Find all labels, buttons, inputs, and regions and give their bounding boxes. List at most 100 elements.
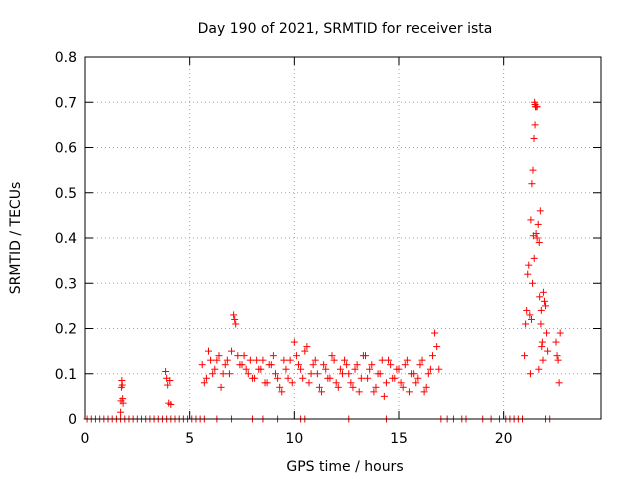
data-point-marker: [202, 374, 210, 382]
data-point-marker: [328, 352, 336, 360]
data-point-marker: [215, 352, 223, 360]
grid-lines: [85, 57, 601, 419]
data-point-marker: [219, 370, 227, 378]
data-point-marker: [284, 374, 292, 382]
y-tick-label: 0.5: [55, 186, 77, 202]
data-point-marker: [211, 365, 219, 373]
data-point-marker: [522, 320, 530, 328]
data-point-marker: [378, 356, 386, 364]
data-point-marker: [228, 347, 236, 355]
data-point-marker: [118, 381, 126, 389]
data-point-marker: [282, 365, 290, 373]
data-point-marker: [553, 352, 561, 360]
data-point-marker: [533, 234, 541, 242]
data-point-marker: [397, 379, 405, 387]
data-point-marker: [230, 311, 238, 319]
data-point-marker: [313, 370, 321, 378]
data-point-marker: [231, 315, 239, 323]
data-point-marker: [364, 374, 372, 382]
data-point-marker: [530, 254, 538, 262]
data-point-marker: [280, 356, 288, 364]
data-point-marker: [336, 365, 344, 373]
data-point-marker: [297, 365, 305, 373]
data-point-marker: [422, 383, 430, 391]
y-tick-label: 0.7: [55, 95, 77, 111]
data-point-marker: [320, 361, 328, 369]
data-point-marker: [387, 361, 395, 369]
data-point-marker: [349, 383, 357, 391]
data-point-marker: [309, 361, 317, 369]
data-point-marker: [537, 320, 545, 328]
data-point-marker: [370, 388, 378, 396]
data-point-marker: [311, 356, 319, 364]
data-point-marker: [234, 352, 242, 360]
data-point-marker: [525, 261, 533, 269]
data-point-marker: [288, 379, 296, 387]
y-tick-label: 0.1: [55, 367, 77, 383]
data-point-marker: [382, 379, 390, 387]
data-point-marker: [376, 370, 384, 378]
chart-title: Day 190 of 2021, SRMTID for receiver ist…: [198, 21, 493, 37]
data-point-marker: [213, 356, 221, 364]
data-point-marker: [538, 338, 546, 346]
plot-frame: [84, 56, 602, 420]
data-point-marker: [332, 379, 340, 387]
data-point-marker: [521, 352, 529, 360]
data-point-marker: [166, 377, 174, 385]
y-tick-label: 0: [68, 412, 77, 428]
data-point-marker: [255, 365, 263, 373]
y-tick-labels: 0 0.1 0.2 0.3 0.4 0.5 0.6 0.7 0.8: [55, 50, 77, 428]
y-tick-label: 0.8: [55, 50, 77, 66]
data-point-marker: [526, 370, 534, 378]
data-point-marker: [276, 383, 284, 391]
data-point-marker: [355, 388, 363, 396]
data-point-marker: [542, 302, 550, 310]
data-point-marker: [232, 320, 240, 328]
data-point-marker: [274, 374, 282, 382]
y-tick-label: 0.3: [55, 276, 77, 292]
data-point-marker: [246, 356, 254, 364]
y-axis-title: SRMTID / TECUs: [8, 182, 24, 295]
data-point-marker: [428, 352, 436, 360]
data-point-marker: [523, 306, 531, 314]
data-point-marker: [292, 352, 300, 360]
data-point-marker: [244, 370, 252, 378]
data-point-marker: [119, 399, 127, 407]
data-point-marker: [221, 361, 229, 369]
data-point-marker: [207, 356, 215, 364]
data-point-marker: [385, 356, 393, 364]
data-point-marker: [527, 216, 535, 224]
data-point-marker: [368, 361, 376, 369]
data-point-marker: [539, 288, 547, 296]
data-point-marker: [412, 379, 420, 387]
data-point-marker: [223, 356, 231, 364]
data-point-marker: [531, 101, 539, 109]
x-tick-label: 5: [185, 431, 194, 447]
data-point-marker: [278, 388, 286, 396]
x-tick-label: 15: [390, 431, 408, 447]
data-point-marker: [267, 361, 275, 369]
data-point-marker: [420, 388, 428, 396]
data-point-marker: [209, 370, 217, 378]
data-point-marker: [301, 347, 309, 355]
data-point-marker: [535, 365, 543, 373]
y-tick-label: 0.4: [55, 231, 77, 247]
data-point-marker: [556, 329, 564, 337]
data-point-marker: [341, 356, 349, 364]
data-points: [83, 98, 564, 423]
data-point-marker: [299, 374, 307, 382]
data-point-marker: [198, 361, 206, 369]
data-point-marker: [117, 408, 125, 416]
data-point-marker: [435, 365, 443, 373]
data-point-marker: [263, 379, 271, 387]
x-tick-label: 0: [81, 431, 90, 447]
data-point-marker: [552, 338, 560, 346]
data-point-marker: [259, 356, 267, 364]
data-point-marker: [401, 361, 409, 369]
data-point-marker: [543, 329, 551, 337]
data-point-marker: [539, 356, 547, 364]
data-point-marker: [322, 365, 330, 373]
data-point-marker: [531, 121, 539, 129]
data-point-marker: [372, 383, 380, 391]
data-point-marker: [535, 239, 543, 247]
